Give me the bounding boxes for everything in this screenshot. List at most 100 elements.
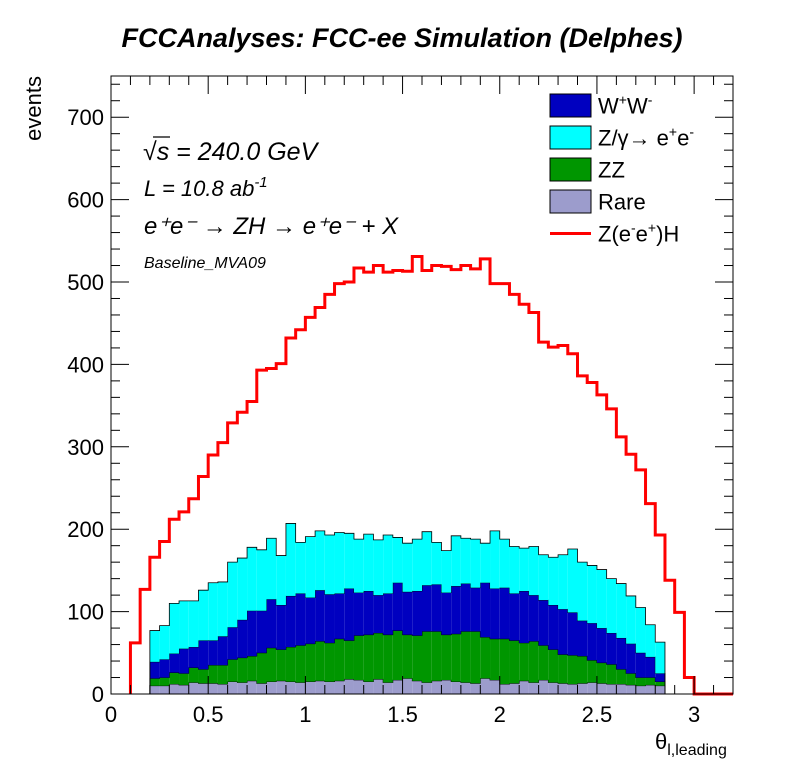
bar-z-e-e xyxy=(431,542,442,585)
x-tick-label: 2.5 xyxy=(582,702,613,727)
bar-rare xyxy=(470,683,481,694)
x-tick-label: 0 xyxy=(105,702,117,727)
bar-rare xyxy=(412,680,422,694)
bar-w-w xyxy=(606,633,617,665)
stack-outline-zz xyxy=(130,630,733,695)
sqrt-symbol: √ xyxy=(143,138,157,166)
bar-zz xyxy=(616,669,627,685)
bar-z-e-e xyxy=(616,583,627,638)
bar-z-e-e xyxy=(606,578,617,634)
bar-zz xyxy=(538,645,549,680)
bar-z-e-e xyxy=(422,531,432,586)
bar-z-e-e xyxy=(353,539,364,593)
bar-z-e-e xyxy=(558,554,568,610)
bar-w-w xyxy=(635,652,646,678)
annotation-selection: Baseline_MVA09 xyxy=(144,255,266,272)
bar-rare xyxy=(490,679,500,694)
annotation-luminosity: L = 10.8 ab-1 xyxy=(144,174,268,201)
bar-zz xyxy=(451,633,461,682)
bar-zz xyxy=(490,638,500,680)
bar-z-e-e xyxy=(538,554,549,601)
bar-z-e-e xyxy=(528,546,539,596)
bar-z-e-e xyxy=(567,548,578,613)
bar-zz xyxy=(256,652,267,684)
bar-w-w xyxy=(198,640,209,670)
bar-w-w xyxy=(247,610,257,657)
bar-w-w xyxy=(285,595,296,648)
lumi-exponent: -1 xyxy=(254,174,267,191)
x-axis-label: θl,leading xyxy=(655,729,727,759)
bar-rare xyxy=(441,679,452,694)
bar-w-w xyxy=(470,587,481,632)
bar-w-w xyxy=(460,583,471,632)
bar-w-w xyxy=(344,588,354,641)
bar-w-w xyxy=(509,593,520,641)
bar-zz xyxy=(266,647,277,682)
bar-zz xyxy=(402,634,413,679)
bar-rare xyxy=(276,680,286,694)
bar-z-e-e xyxy=(490,530,500,589)
bar-zz xyxy=(577,656,588,684)
bar-z-e-e xyxy=(305,536,316,598)
bar-z-e-e xyxy=(363,534,374,591)
bar-rare xyxy=(266,681,277,694)
bar-z-e-e xyxy=(169,603,180,654)
bar-rare xyxy=(451,681,461,694)
bar-w-w xyxy=(655,673,665,682)
bar-z-e-e xyxy=(198,590,209,641)
bar-z-e-e xyxy=(626,595,636,644)
bar-rare xyxy=(460,682,471,694)
chart-title: FCCAnalyses: FCC-ee Simulation (Delphes) xyxy=(121,23,682,53)
bar-w-w xyxy=(353,592,364,636)
bar-zz xyxy=(353,635,364,680)
x-tick-label: 3 xyxy=(688,702,700,727)
bar-rare xyxy=(402,678,413,694)
bar-rare xyxy=(567,684,578,694)
bar-w-w xyxy=(324,594,335,643)
bar-zz xyxy=(470,631,481,684)
x-axis-label-main: θ xyxy=(655,729,667,754)
bar-z-e-e xyxy=(149,630,160,662)
bar-w-w xyxy=(256,610,267,653)
bar-z-e-e xyxy=(285,523,296,596)
bar-z-e-e xyxy=(451,535,461,587)
bar-rare xyxy=(577,683,588,694)
bar-w-w xyxy=(188,647,199,668)
bar-rare xyxy=(616,684,627,694)
bar-z-e-e xyxy=(217,581,228,637)
bar-zz xyxy=(363,634,374,682)
bar-zz xyxy=(198,669,209,684)
bar-zz xyxy=(441,634,452,680)
bar-zz xyxy=(179,673,189,685)
bar-z-e-e xyxy=(373,539,384,596)
bar-z-e-e xyxy=(324,534,335,595)
y-tick-label: 200 xyxy=(67,517,104,542)
annotation-sqrt-s: √s = 240.0 GeV xyxy=(143,138,320,166)
bar-rare xyxy=(509,683,520,694)
bar-w-w xyxy=(519,591,529,643)
bar-w-w xyxy=(538,600,549,646)
bar-z-e-e xyxy=(519,548,529,591)
bar-zz xyxy=(499,638,510,685)
legend-label: Z/γ→ e+e- xyxy=(598,124,694,151)
bar-w-w xyxy=(159,659,170,678)
bar-zz xyxy=(596,662,607,684)
bar-zz xyxy=(422,631,432,683)
bar-rare xyxy=(344,679,354,694)
bar-rare xyxy=(149,685,160,694)
bar-w-w xyxy=(596,628,607,663)
bar-z-e-e xyxy=(587,565,597,624)
bar-z-e-e xyxy=(315,530,325,591)
bar-z-e-e xyxy=(227,562,238,628)
bar-w-w xyxy=(431,584,442,632)
bar-rare xyxy=(528,682,539,694)
bar-w-w xyxy=(373,595,384,634)
x-tick-label: 1 xyxy=(299,702,311,727)
y-tick-label: 500 xyxy=(67,270,104,295)
bar-w-w xyxy=(412,591,422,636)
bar-rare xyxy=(247,680,257,694)
bar-w-w xyxy=(441,592,452,635)
annotation-process: e⁺e⁻ → ZH → e⁺e⁻ + X xyxy=(144,213,399,240)
legend: W+W- Z/γ→ e+e- ZZ Rare Z(e-e+)H xyxy=(549,92,694,247)
